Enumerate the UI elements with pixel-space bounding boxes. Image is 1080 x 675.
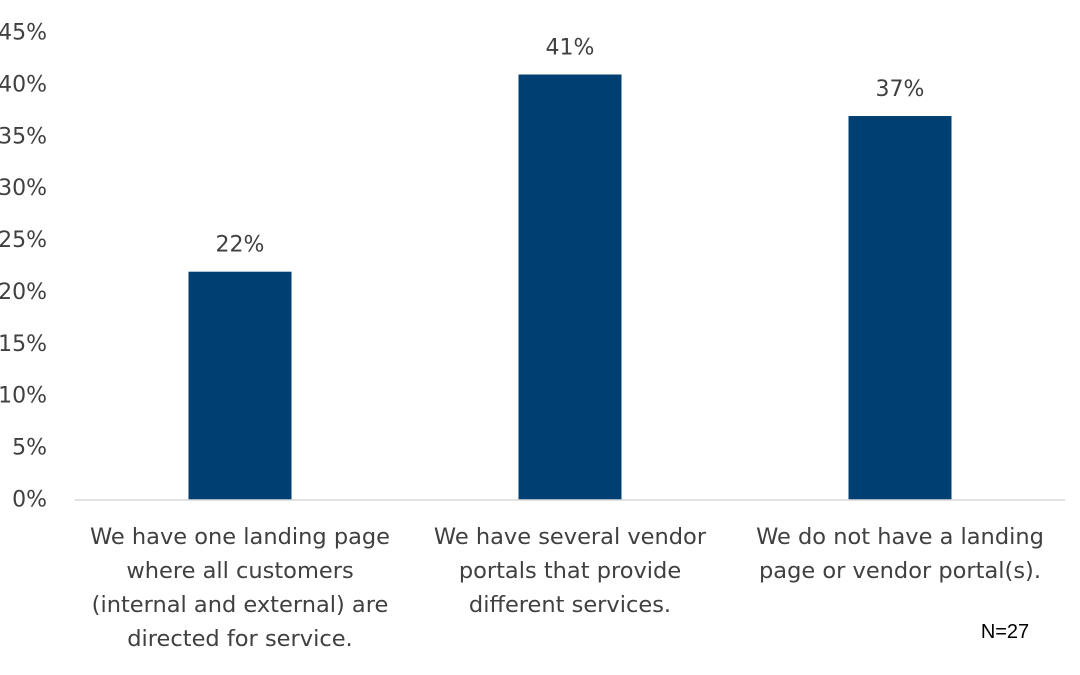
y-tick-label: 30% bbox=[0, 176, 47, 201]
y-tick-label: 45% bbox=[0, 21, 47, 46]
y-tick-label: 20% bbox=[0, 280, 47, 305]
bar bbox=[518, 74, 622, 500]
y-tick-label: 10% bbox=[0, 384, 47, 409]
y-tick-label: 40% bbox=[0, 72, 47, 97]
y-axis: 0% 5% 10% 15% 20% 25% 30% 35% 40% 45% bbox=[0, 21, 47, 513]
y-tick-label: 15% bbox=[0, 332, 47, 357]
data-label: 41% bbox=[546, 36, 595, 61]
y-tick-label: 0% bbox=[12, 488, 47, 513]
data-label: 37% bbox=[876, 77, 925, 102]
sample-size-note: N=27 bbox=[980, 621, 1030, 643]
data-label: 22% bbox=[216, 233, 265, 258]
x-axis: We have one landing page where all custom… bbox=[90, 524, 1044, 652]
category-label: We have one landing page where all custom… bbox=[90, 524, 390, 652]
data-labels: 22% 41% 37% bbox=[216, 36, 925, 258]
category-label: We do not have a landing page or vendor p… bbox=[756, 524, 1044, 584]
bar bbox=[188, 271, 292, 500]
y-tick-label: 5% bbox=[12, 436, 47, 461]
bar bbox=[848, 116, 952, 501]
bars bbox=[188, 74, 952, 501]
y-tick-label: 35% bbox=[0, 124, 47, 149]
y-tick-label: 25% bbox=[0, 228, 47, 253]
category-label: We have several vendor portals that provi… bbox=[434, 524, 707, 618]
